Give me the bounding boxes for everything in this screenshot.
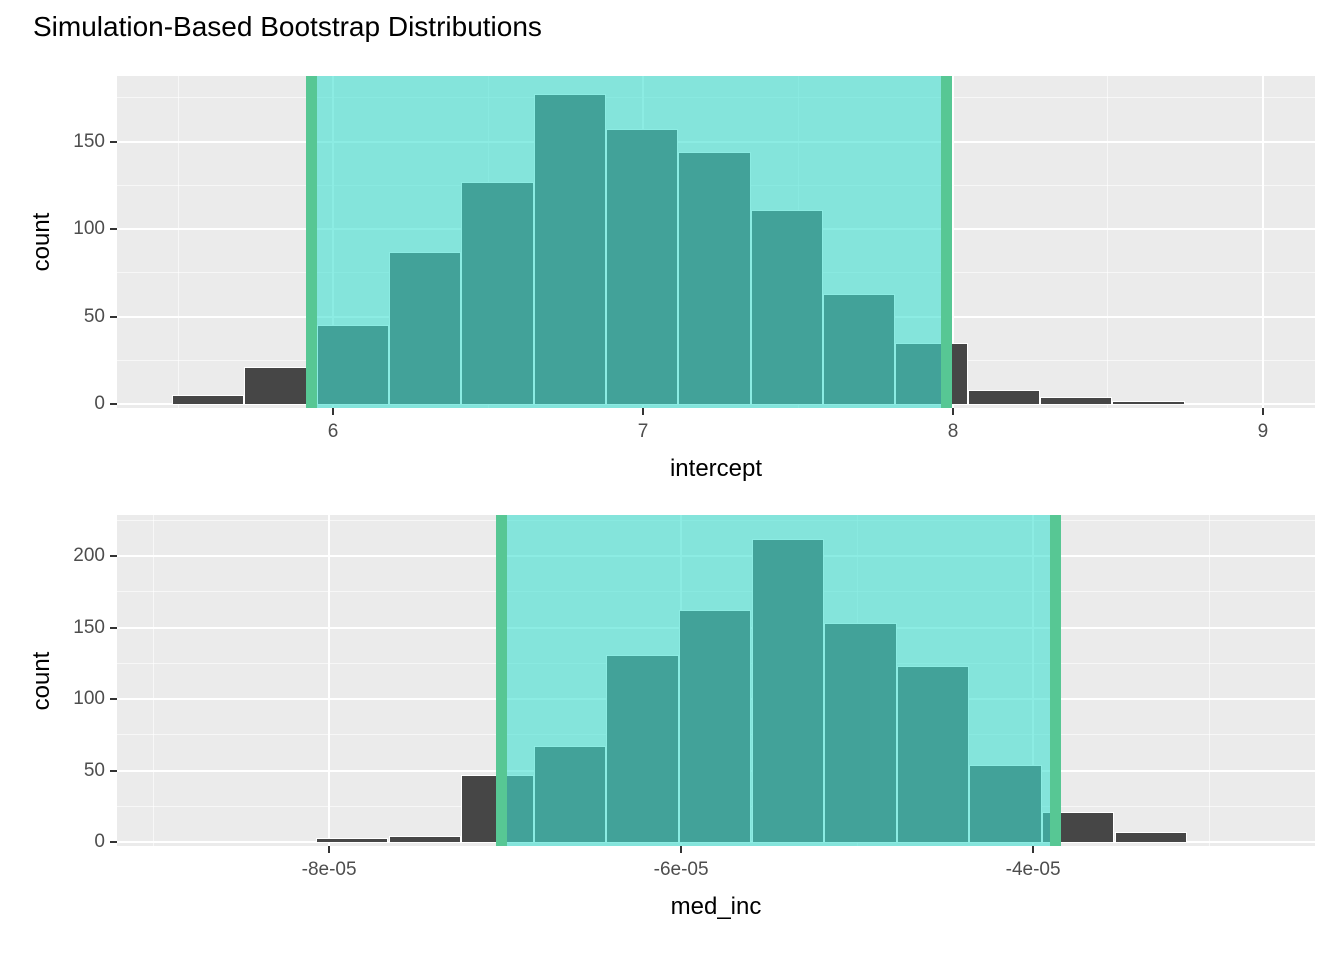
histogram-bar — [172, 395, 245, 404]
histogram-bar — [1114, 832, 1188, 842]
x-tick-label: 7 — [637, 421, 649, 442]
ci-region — [311, 76, 947, 408]
y-axis-tick — [110, 841, 117, 843]
x-axis-tick — [328, 846, 331, 853]
x-tick-label: 8 — [947, 421, 959, 442]
gridline-major-x — [952, 76, 954, 408]
x-axis-tick — [1032, 846, 1035, 853]
ci-lower-line — [305, 76, 317, 408]
x-tick-label: -8e-05 — [301, 859, 357, 880]
y-tick-label: 200 — [73, 545, 105, 566]
histogram-bar — [244, 367, 317, 404]
x-axis-tick — [680, 846, 683, 853]
histogram-bar — [1039, 397, 1113, 404]
figure-title: Simulation-Based Bootstrap Distributions — [33, 11, 542, 42]
histogram-bar — [1112, 400, 1185, 404]
x-axis-tick — [642, 408, 644, 415]
gridline-minor-x — [177, 76, 179, 408]
y-tick-label: 0 — [94, 393, 105, 414]
x-axis-tick — [952, 408, 954, 415]
y-tick-label: 50 — [83, 759, 105, 781]
gridline-minor-x — [152, 515, 154, 846]
y-axis-title: count — [28, 651, 55, 710]
y-axis-tick — [110, 140, 117, 143]
histogram-bar — [967, 390, 1040, 404]
y-axis-tick — [110, 555, 117, 557]
y-axis-tick — [110, 403, 117, 405]
y-tick-label: 150 — [73, 616, 105, 638]
ci-upper-line — [1050, 515, 1062, 846]
y-tick-label: 100 — [73, 688, 105, 709]
x-tick-label: 9 — [1257, 421, 1269, 442]
y-tick-label: 100 — [73, 218, 105, 239]
x-tick-label: 6 — [327, 421, 339, 442]
ci-region — [501, 515, 1056, 846]
y-tick-label: 150 — [73, 130, 105, 152]
ci-upper-line — [941, 76, 953, 408]
x-axis-title: intercept — [669, 455, 763, 482]
y-axis-tick — [110, 769, 117, 772]
histogram-bar — [243, 840, 316, 842]
y-axis-tick — [110, 228, 117, 230]
x-axis-tick — [1261, 408, 1264, 415]
y-tick-label: 50 — [83, 305, 105, 327]
y-axis-tick — [110, 315, 117, 318]
y-axis-tick — [110, 698, 117, 700]
histogram-bar — [315, 837, 389, 842]
histogram-bar — [388, 836, 462, 842]
gridline-minor-x — [1208, 515, 1210, 846]
y-tick-label: 0 — [94, 831, 105, 852]
x-axis-title: med_inc — [670, 893, 762, 920]
x-tick-label: -6e-05 — [653, 859, 709, 880]
x-tick-label: -4e-05 — [1005, 859, 1061, 880]
gridline-major-x — [328, 515, 331, 846]
gridline-major-x — [1261, 76, 1264, 408]
x-axis-tick — [332, 408, 334, 415]
ci-lower-line — [496, 515, 507, 846]
gridline-minor-x — [1107, 76, 1109, 408]
histogram-bar — [170, 840, 244, 842]
y-axis-tick — [110, 626, 117, 629]
